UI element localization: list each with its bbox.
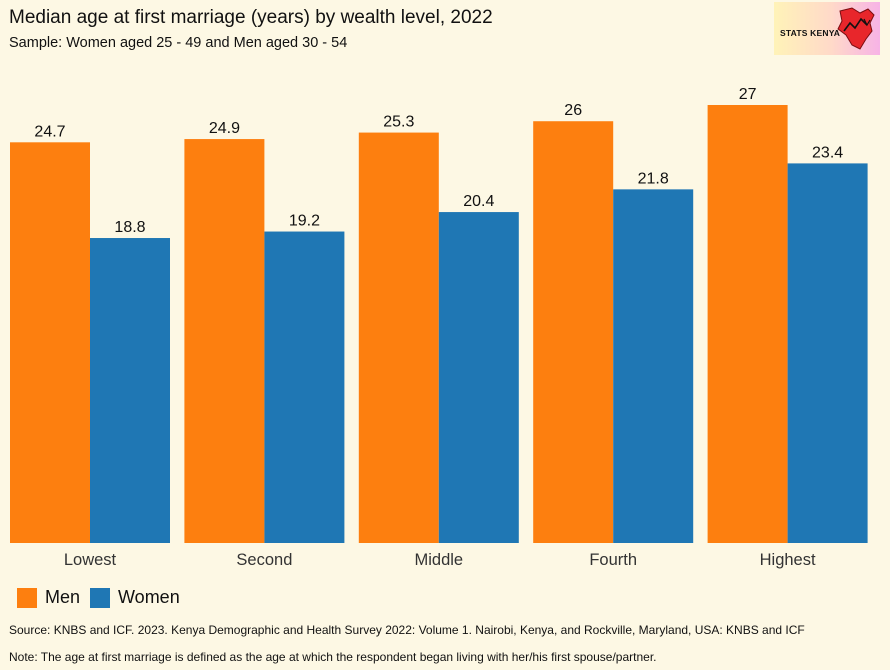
bar-women-lowest bbox=[90, 238, 170, 543]
bar-women-fourth bbox=[613, 189, 694, 543]
x-tick-label-highest: Highest bbox=[760, 551, 816, 569]
chart-subtitle: Sample: Women aged 25 - 49 and Men aged … bbox=[9, 35, 348, 51]
bar-women-middle bbox=[438, 212, 519, 544]
legend-label-men: Men bbox=[45, 587, 81, 607]
data-label-women-fourth: 21.8 bbox=[638, 170, 669, 187]
data-label-women-lowest: 18.8 bbox=[114, 219, 145, 236]
bar-men-lowest bbox=[10, 142, 90, 544]
x-tick-label-middle: Middle bbox=[414, 551, 463, 569]
bar-women-highest bbox=[787, 163, 868, 543]
data-label-men-second: 24.9 bbox=[209, 120, 240, 137]
legend: Men Women bbox=[17, 587, 190, 608]
legend-item-men: Men bbox=[17, 587, 80, 608]
definition-note: Note: The age at first marriage is defin… bbox=[9, 650, 657, 664]
bar-chart: 24.7 18.8 Lowest 24.9 19.2 Second 25.3 20.4 Midd… bbox=[10, 86, 868, 569]
bar-men-middle bbox=[358, 132, 439, 544]
data-label-men-middle: 25.3 bbox=[383, 114, 414, 131]
data-label-men-highest: 27 bbox=[739, 86, 757, 103]
x-tick-label-fourth: Fourth bbox=[589, 551, 637, 569]
bar-men-highest bbox=[707, 105, 788, 543]
chart-title: Median age at first marriage (years) by … bbox=[9, 7, 493, 28]
data-label-women-second: 19.2 bbox=[289, 213, 320, 230]
legend-swatch-men bbox=[17, 587, 37, 608]
kenya-map-icon bbox=[837, 7, 875, 50]
logo-text: STATS KENYA bbox=[780, 28, 841, 38]
data-label-men-fourth: 26 bbox=[564, 102, 582, 119]
data-label-women-highest: 23.4 bbox=[812, 144, 843, 161]
x-tick-label-lowest: Lowest bbox=[64, 551, 117, 569]
data-label-men-lowest: 24.7 bbox=[34, 123, 65, 140]
legend-item-women: Women bbox=[90, 587, 180, 608]
stats-kenya-logo: STATS KENYA bbox=[774, 2, 880, 55]
bar-men-second bbox=[184, 139, 265, 544]
bar-men-fourth bbox=[533, 121, 614, 543]
bar-women-second bbox=[264, 231, 345, 544]
legend-swatch-women bbox=[90, 587, 111, 608]
data-label-women-middle: 20.4 bbox=[463, 193, 494, 210]
legend-label-women: Women bbox=[118, 587, 180, 607]
x-tick-label-second: Second bbox=[236, 551, 292, 569]
source-note: Source: KNBS and ICF. 2023. Kenya Demogr… bbox=[9, 623, 805, 637]
